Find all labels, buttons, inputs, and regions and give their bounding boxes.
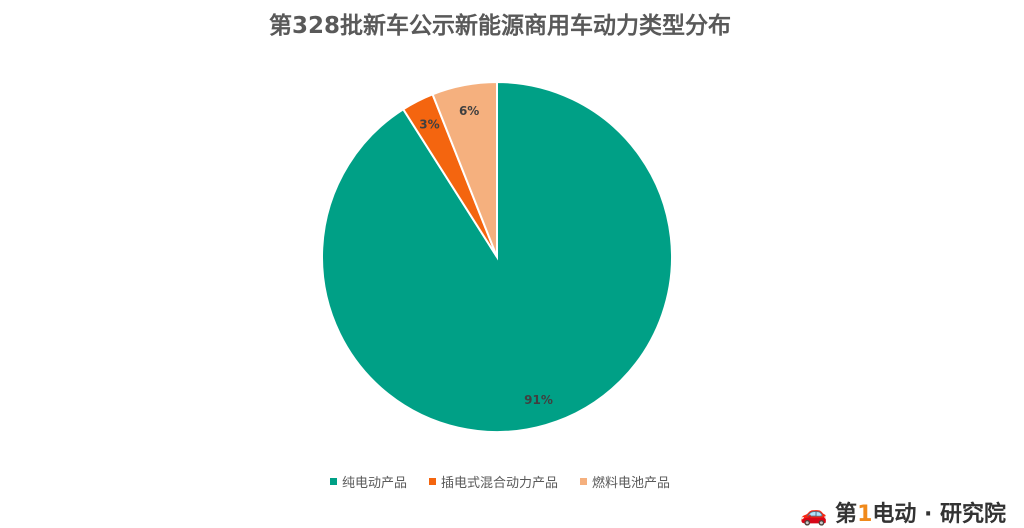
legend-label: 插电式混合动力产品 <box>440 476 558 491</box>
chart-title: 第328批新车公示新能源商用车动力类型分布 <box>268 13 731 39</box>
legend-item-fcev: 燃料电池产品 <box>580 472 670 491</box>
legend-item-bev: 纯电动产品 <box>329 472 407 491</box>
pie-slice-2 <box>431 80 498 258</box>
legend-label: 纯电动产品 <box>341 476 407 491</box>
legend-swatch <box>329 478 337 485</box>
data-label: 6% <box>459 104 479 118</box>
legend-label: 燃料电池产品 <box>592 476 671 491</box>
legend-swatch <box>428 478 436 485</box>
legend-swatch <box>580 478 587 485</box>
legend-item-phev: 插电式混合动力产品 <box>428 472 558 491</box>
data-label: 3% <box>419 117 439 131</box>
data-label: 91% <box>524 393 553 407</box>
pie-chart: 第1电动 91%3%6% <box>321 80 673 433</box>
legend: 纯电动产品 插电式混合动力产品 燃料电池产品 <box>0 472 1000 491</box>
brand-logo: 🚗 第1电动 · 研究院 <box>800 502 1007 527</box>
